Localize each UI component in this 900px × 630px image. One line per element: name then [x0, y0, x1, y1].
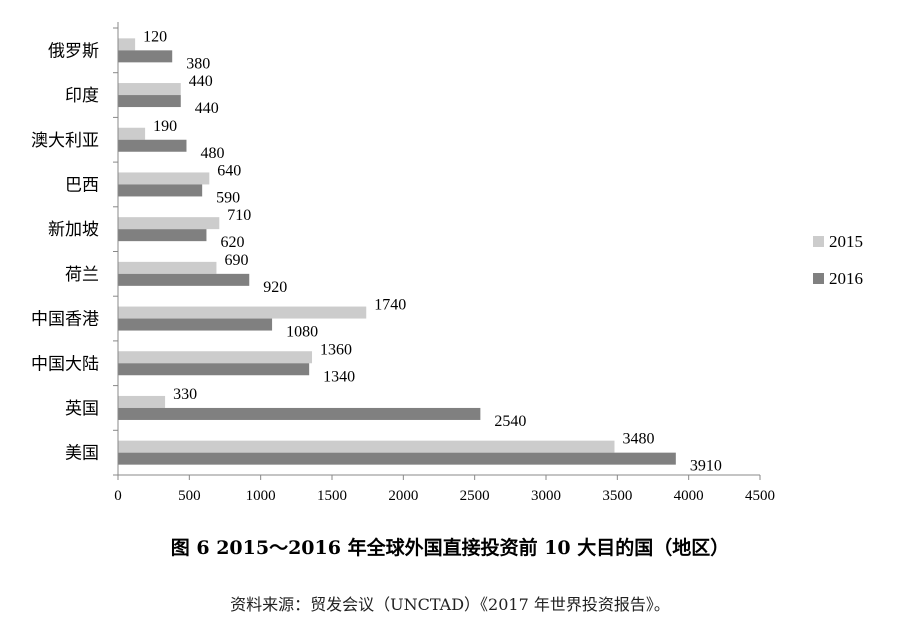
- data-label-2016-1: 440: [195, 100, 219, 117]
- labels-layer: 120 380 俄罗斯 440 440 印度 190 480 澳大利亚 640 590 巴西 710 62…: [31, 28, 722, 474]
- data-label-2016-9: 3910: [690, 458, 722, 475]
- data-label-2016-2: 480: [200, 145, 224, 162]
- figure-source: 资料来源：贸发会议（UNCTAD）《2017 年世界投资报告》。: [230, 595, 670, 614]
- bar-2015-1: [118, 83, 181, 96]
- legend-swatch-2016: [813, 273, 824, 284]
- data-label-2015-9: 3480: [622, 431, 654, 448]
- x-tick-label-4: 2000: [388, 488, 418, 504]
- bar-2016-0: [118, 50, 173, 63]
- bar-2016-1: [118, 95, 181, 108]
- bar-2015-9: [118, 440, 615, 453]
- x-tick-label-8: 4000: [674, 488, 704, 504]
- bar-2016-4: [118, 229, 207, 242]
- x-tick-label-9: 4500: [745, 488, 775, 504]
- data-label-2015-0: 120: [143, 28, 167, 45]
- legend-swatch-2015: [813, 236, 824, 247]
- bar-2015-8: [118, 395, 166, 408]
- data-label-2016-4: 620: [220, 234, 244, 251]
- figure-title: 图 6 2015～2016 年全球外国直接投资前 10 大目的国（地区）: [170, 537, 730, 559]
- category-label-5: 荷兰: [65, 265, 99, 285]
- legend-label-2015: 2015: [829, 232, 863, 251]
- x-tick-label-2: 1000: [246, 488, 276, 504]
- x-tick-label-1: 500: [178, 488, 201, 504]
- data-label-2016-3: 590: [216, 189, 240, 206]
- bar-2016-5: [118, 273, 250, 286]
- bar-2015-0: [118, 38, 136, 51]
- bar-2015-5: [118, 261, 217, 274]
- data-label-2015-7: 1360: [320, 341, 352, 358]
- legend: 2015 2016: [813, 232, 863, 288]
- data-label-2016-8: 2540: [494, 413, 526, 430]
- data-label-2015-4: 710: [227, 207, 251, 224]
- data-label-2016-6: 1080: [286, 324, 318, 341]
- bar-2016-3: [118, 184, 203, 197]
- x-tick-label-6: 3000: [531, 488, 561, 504]
- bars-layer: [118, 38, 676, 465]
- category-label-2: 澳大利亚: [31, 131, 99, 151]
- data-label-2015-3: 640: [217, 162, 241, 179]
- x-tick-label-0: 0: [114, 488, 122, 504]
- category-label-7: 中国大陆: [31, 354, 99, 374]
- category-label-8: 英国: [65, 399, 99, 419]
- category-label-6: 中国香港: [31, 310, 99, 330]
- category-label-4: 新加坡: [48, 220, 99, 240]
- bar-2016-6: [118, 318, 273, 331]
- data-label-2016-5: 920: [263, 279, 287, 296]
- data-label-2015-1: 440: [189, 73, 213, 90]
- bar-2015-4: [118, 217, 220, 230]
- category-label-9: 美国: [65, 444, 99, 464]
- x-tick-label-5: 2500: [460, 488, 490, 504]
- bar-2015-6: [118, 306, 367, 319]
- bar-2016-2: [118, 139, 187, 152]
- bar-chart: 0 500 1000 1500 2000 2500 3000 3500 4000 4500 120…: [31, 22, 863, 504]
- bar-2015-7: [118, 351, 313, 364]
- legend-label-2016: 2016: [829, 269, 863, 288]
- data-label-2015-2: 190: [153, 118, 177, 135]
- x-tick-label-3: 1500: [317, 488, 347, 504]
- bar-2015-3: [118, 172, 210, 185]
- bar-2016-9: [118, 452, 676, 465]
- x-tick-label-7: 3500: [602, 488, 632, 504]
- category-label-0: 俄罗斯: [48, 41, 99, 61]
- bar-2016-8: [118, 407, 481, 420]
- data-label-2015-8: 330: [173, 386, 197, 403]
- category-label-1: 印度: [65, 86, 99, 106]
- bar-2015-2: [118, 127, 146, 140]
- data-label-2015-6: 1740: [374, 297, 406, 314]
- category-label-3: 巴西: [65, 175, 99, 195]
- data-label-2016-0: 380: [186, 55, 210, 72]
- axis-layer: 0 500 1000 1500 2000 2500 3000 3500 4000 4500: [113, 22, 775, 504]
- data-label-2015-5: 690: [224, 252, 248, 269]
- bar-2016-7: [118, 363, 310, 376]
- data-label-2016-7: 1340: [323, 368, 355, 385]
